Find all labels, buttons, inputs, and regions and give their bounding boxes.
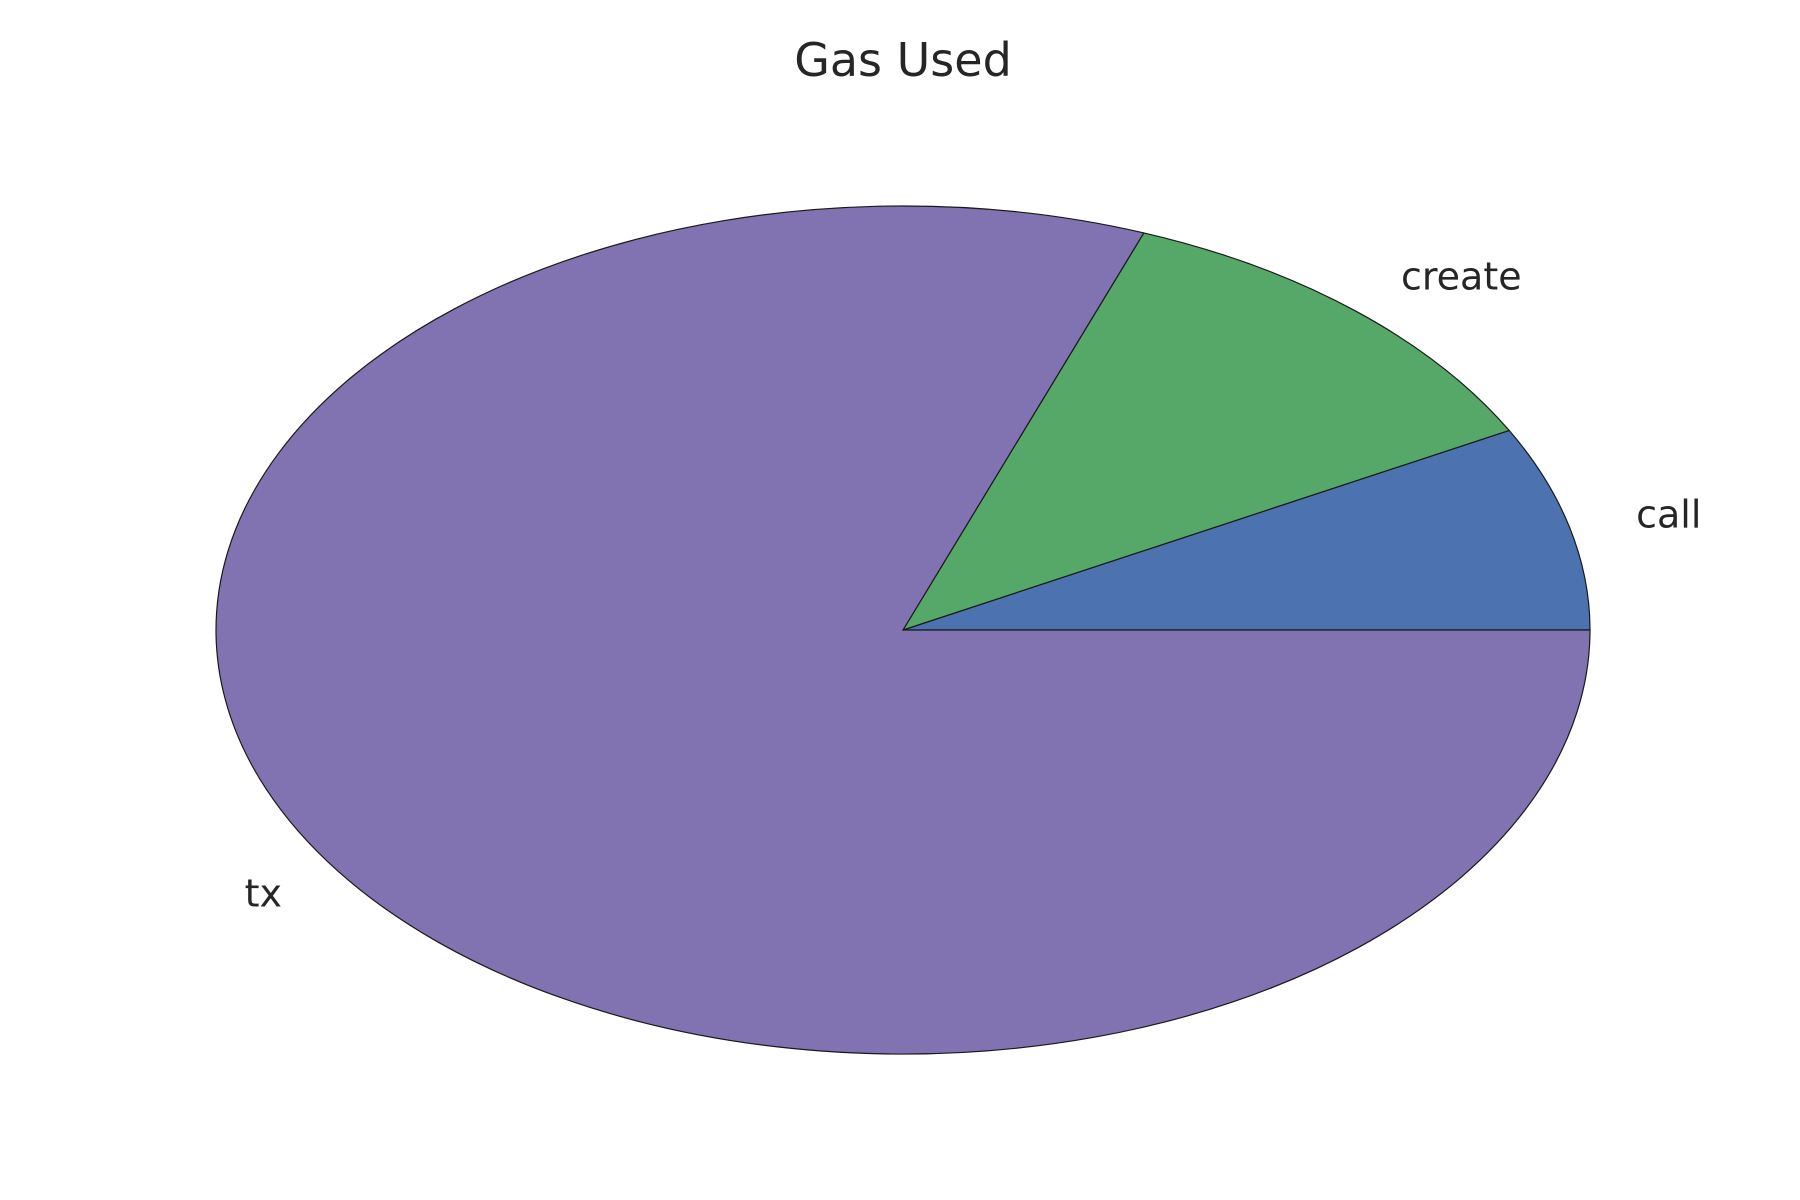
pie-slice-tx [215, 205, 1591, 1055]
pie-labels: call create tx [245, 255, 1702, 916]
slice-label-tx: tx [245, 871, 282, 915]
slice-label-call: call [1636, 492, 1701, 536]
slice-label-create: create [1401, 255, 1522, 299]
chart-title: Gas Used [794, 33, 1012, 87]
pie-slice-create [901, 232, 1511, 632]
pie-slices [215, 205, 1591, 1055]
pie-slice-call [902, 429, 1591, 631]
